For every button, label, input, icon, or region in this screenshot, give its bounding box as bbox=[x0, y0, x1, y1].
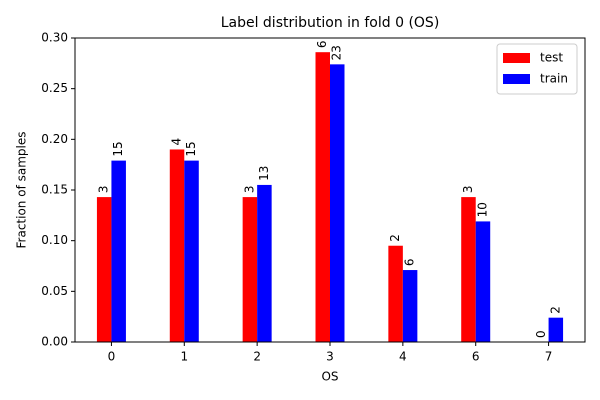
value-label: 3 bbox=[242, 185, 256, 193]
value-label: 13 bbox=[257, 166, 271, 181]
value-label: 4 bbox=[170, 138, 184, 146]
y-tick-label: 0.20 bbox=[41, 132, 68, 146]
y-tick-label: 0.30 bbox=[41, 31, 68, 45]
y-tick-label: 0.15 bbox=[41, 183, 68, 197]
bar bbox=[330, 64, 345, 342]
x-tick-label: 1 bbox=[180, 350, 188, 364]
x-tick-label: 4 bbox=[399, 350, 407, 364]
x-tick-label: 7 bbox=[545, 350, 553, 364]
bar bbox=[242, 197, 258, 342]
y-tick-label: 0.10 bbox=[41, 233, 68, 247]
bar bbox=[461, 197, 476, 342]
bar bbox=[111, 160, 126, 342]
value-label: 0 bbox=[534, 330, 548, 338]
axes-frame bbox=[74, 37, 586, 343]
legend-swatch bbox=[503, 53, 530, 63]
bar bbox=[402, 270, 418, 342]
bar bbox=[184, 160, 199, 342]
value-label: 2 bbox=[388, 234, 402, 242]
x-tick-label: 6 bbox=[472, 350, 480, 364]
bar bbox=[388, 245, 403, 342]
x-tick-label: 3 bbox=[326, 350, 334, 364]
legend-swatch bbox=[503, 74, 530, 84]
legend-label: test bbox=[540, 51, 563, 65]
bar bbox=[169, 149, 185, 342]
y-tick-label: 0.25 bbox=[41, 81, 68, 95]
legend-box bbox=[496, 43, 578, 95]
value-label: 23 bbox=[330, 45, 344, 60]
y-tick-label: 0.00 bbox=[41, 335, 68, 349]
bar bbox=[315, 52, 330, 342]
y-axis-label: Fraction of samples bbox=[15, 132, 29, 249]
value-label: 3 bbox=[461, 185, 475, 193]
value-label: 6 bbox=[315, 41, 329, 49]
bar bbox=[257, 184, 272, 342]
x-tick-label: 0 bbox=[108, 350, 116, 364]
bar bbox=[548, 317, 564, 342]
legend-label: train bbox=[540, 72, 568, 86]
value-label: 2 bbox=[548, 306, 562, 314]
bar bbox=[475, 221, 491, 342]
bar bbox=[96, 197, 112, 342]
value-label: 6 bbox=[403, 258, 417, 266]
value-label: 10 bbox=[475, 202, 489, 217]
chart-title: Label distribution in fold 0 (OS) bbox=[221, 15, 440, 31]
value-label: 15 bbox=[184, 141, 198, 156]
x-axis-label: OS bbox=[321, 370, 338, 384]
x-tick-label: 2 bbox=[253, 350, 261, 364]
y-tick-label: 0.05 bbox=[41, 284, 68, 298]
value-label: 15 bbox=[111, 141, 125, 156]
value-label: 3 bbox=[97, 185, 111, 193]
